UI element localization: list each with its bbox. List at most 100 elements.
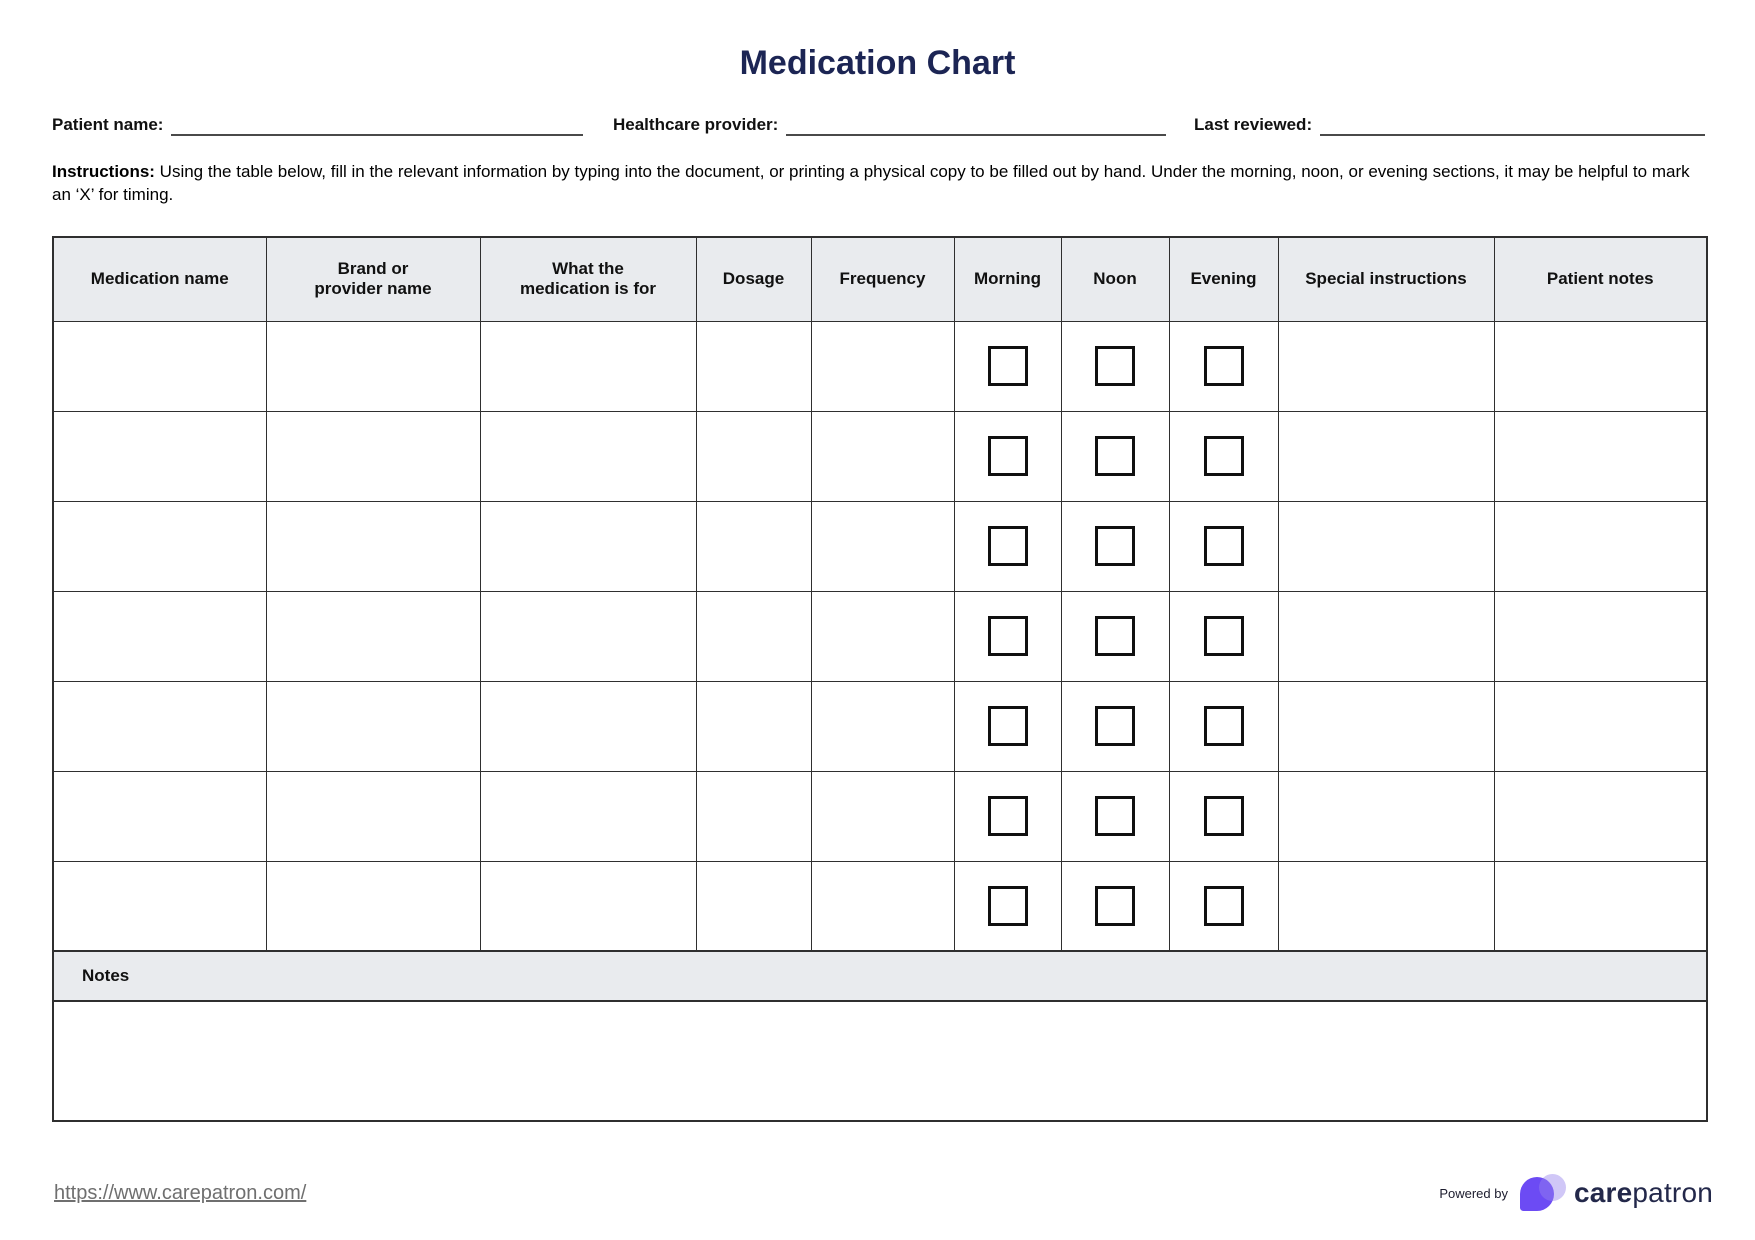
- frequency-cell[interactable]: [810, 320, 955, 412]
- carepatron-logo-icon: [1519, 1174, 1566, 1212]
- patient-notes-cell[interactable]: [1493, 320, 1708, 412]
- evening-cell: [1168, 500, 1279, 592]
- evening-checkbox[interactable]: [1203, 796, 1244, 836]
- noon-checkbox[interactable]: [1095, 885, 1135, 926]
- instructions-text: Instructions: Using the table below, fil…: [52, 160, 1705, 206]
- frequency-cell[interactable]: [810, 590, 955, 682]
- morning-checkbox[interactable]: [987, 436, 1028, 476]
- instructions-body: Using the table below, fill in the relev…: [52, 162, 1690, 204]
- dosage-cell[interactable]: [695, 320, 812, 412]
- noon-checkbox[interactable]: [1095, 616, 1135, 656]
- morning-checkbox[interactable]: [987, 526, 1028, 566]
- medication-name-cell[interactable]: [52, 320, 267, 412]
- last-reviewed-input[interactable]: [1320, 118, 1705, 136]
- evening-checkbox[interactable]: [1203, 706, 1244, 746]
- frequency-cell[interactable]: [810, 770, 955, 862]
- notes-section: Notes: [52, 950, 1708, 1122]
- frequency-cell[interactable]: [810, 860, 955, 952]
- what-for-cell[interactable]: [479, 860, 697, 952]
- brand-provider-cell[interactable]: [265, 320, 481, 412]
- morning-cell: [953, 860, 1062, 952]
- noon-cell: [1060, 590, 1170, 682]
- brand-provider-cell[interactable]: [265, 500, 481, 592]
- table-row: [52, 860, 1708, 952]
- evening-checkbox[interactable]: [1203, 436, 1244, 476]
- noon-checkbox[interactable]: [1095, 436, 1135, 476]
- dosage-cell[interactable]: [695, 500, 812, 592]
- patient-notes-cell[interactable]: [1493, 500, 1708, 592]
- table-row: [52, 770, 1708, 862]
- brand-provider-cell[interactable]: [265, 410, 481, 502]
- special-instructions-cell[interactable]: [1277, 770, 1495, 862]
- evening-checkbox[interactable]: [1203, 526, 1244, 566]
- medication-name-cell[interactable]: [52, 860, 267, 952]
- morning-checkbox[interactable]: [987, 346, 1028, 386]
- what-for-cell[interactable]: [479, 320, 697, 412]
- special-instructions-cell[interactable]: [1277, 860, 1495, 952]
- special-instructions-cell[interactable]: [1277, 410, 1495, 502]
- notes-body-row: [52, 1000, 1708, 1122]
- table-row: [52, 500, 1708, 592]
- patient-notes-cell[interactable]: [1493, 410, 1708, 502]
- notes-input-area[interactable]: [52, 1000, 1708, 1122]
- morning-checkbox[interactable]: [987, 616, 1028, 656]
- medication-name-cell[interactable]: [52, 590, 267, 682]
- patient-name-input[interactable]: [171, 118, 583, 136]
- what-for-cell[interactable]: [479, 410, 697, 502]
- evening-checkbox[interactable]: [1203, 885, 1244, 926]
- brand-provider-cell[interactable]: [265, 860, 481, 952]
- special-instructions-cell[interactable]: [1277, 320, 1495, 412]
- morning-cell: [953, 410, 1062, 502]
- noon-cell: [1060, 410, 1170, 502]
- dosage-cell[interactable]: [695, 680, 812, 772]
- medication-name-cell[interactable]: [52, 410, 267, 502]
- evening-checkbox[interactable]: [1203, 346, 1244, 386]
- wordmark-patron: patron: [1632, 1177, 1713, 1208]
- patient-name-field: Patient name:: [52, 115, 583, 136]
- carepatron-link[interactable]: https://www.carepatron.com/: [54, 1181, 307, 1204]
- noon-checkbox[interactable]: [1095, 526, 1135, 566]
- brand-provider-cell[interactable]: [265, 590, 481, 682]
- powered-by-label: Powered by: [1439, 1185, 1508, 1201]
- what-for-cell[interactable]: [479, 590, 697, 682]
- special-instructions-cell[interactable]: [1277, 500, 1495, 592]
- what-for-cell[interactable]: [479, 770, 697, 862]
- evening-checkbox[interactable]: [1203, 616, 1244, 656]
- morning-checkbox[interactable]: [987, 885, 1028, 926]
- medication-name-cell[interactable]: [52, 680, 267, 772]
- healthcare-provider-input[interactable]: [786, 118, 1166, 136]
- frequency-cell[interactable]: [810, 680, 955, 772]
- column-header-what-for: What the medication is for: [479, 236, 697, 322]
- what-for-cell[interactable]: [479, 680, 697, 772]
- dosage-cell[interactable]: [695, 770, 812, 862]
- last-reviewed-field: Last reviewed:: [1194, 115, 1705, 136]
- patient-notes-cell[interactable]: [1493, 680, 1708, 772]
- medication-name-cell[interactable]: [52, 770, 267, 862]
- what-for-cell[interactable]: [479, 500, 697, 592]
- carepatron-wordmark: carepatron: [1574, 1177, 1713, 1209]
- brand-provider-cell[interactable]: [265, 680, 481, 772]
- special-instructions-cell[interactable]: [1277, 680, 1495, 772]
- column-header-patient-notes: Patient notes: [1493, 236, 1708, 322]
- special-instructions-cell[interactable]: [1277, 590, 1495, 682]
- morning-checkbox[interactable]: [987, 796, 1028, 836]
- dosage-cell[interactable]: [695, 410, 812, 502]
- frequency-cell[interactable]: [810, 500, 955, 592]
- patient-notes-cell[interactable]: [1493, 590, 1708, 682]
- noon-checkbox[interactable]: [1095, 706, 1135, 746]
- noon-checkbox[interactable]: [1095, 796, 1135, 836]
- document-page: Medication Chart Patient name: Healthcar…: [52, 44, 1713, 1211]
- morning-cell: [953, 500, 1062, 592]
- dosage-cell[interactable]: [695, 590, 812, 682]
- patient-notes-cell[interactable]: [1493, 770, 1708, 862]
- column-header-noon: Noon: [1060, 236, 1170, 322]
- patient-notes-cell[interactable]: [1493, 860, 1708, 952]
- morning-cell: [953, 680, 1062, 772]
- frequency-cell[interactable]: [810, 410, 955, 502]
- medication-name-cell[interactable]: [52, 500, 267, 592]
- dosage-cell[interactable]: [695, 860, 812, 952]
- noon-checkbox[interactable]: [1095, 346, 1135, 386]
- notes-header-row: Notes: [52, 950, 1708, 1002]
- brand-provider-cell[interactable]: [265, 770, 481, 862]
- morning-checkbox[interactable]: [987, 706, 1028, 746]
